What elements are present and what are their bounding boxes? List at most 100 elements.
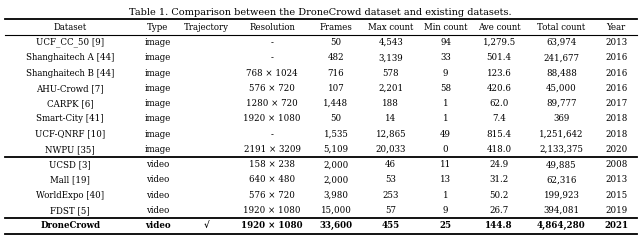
Text: 123.6: 123.6	[486, 68, 511, 77]
Text: image: image	[145, 53, 171, 62]
Text: 2191 × 3209: 2191 × 3209	[244, 145, 301, 154]
Text: 369: 369	[553, 114, 570, 123]
Text: 25: 25	[440, 221, 452, 230]
Text: 815.4: 815.4	[486, 130, 511, 139]
Text: 7.4: 7.4	[492, 114, 506, 123]
Text: 11: 11	[440, 160, 451, 169]
Text: 2013: 2013	[605, 38, 627, 47]
Text: Mall [19]: Mall [19]	[51, 176, 90, 185]
Text: 58: 58	[440, 84, 451, 93]
Text: 394,081: 394,081	[543, 206, 579, 215]
Text: 158 × 238: 158 × 238	[249, 160, 295, 169]
Text: 2016: 2016	[605, 53, 627, 62]
Text: -: -	[271, 130, 273, 139]
Text: Shanghaitech B [44]: Shanghaitech B [44]	[26, 68, 115, 77]
Text: 9: 9	[443, 206, 449, 215]
Text: 1920 × 1080: 1920 × 1080	[243, 114, 301, 123]
Text: 420.6: 420.6	[486, 84, 511, 93]
Text: video: video	[146, 206, 170, 215]
Text: Ave count: Ave count	[477, 23, 520, 32]
Text: UCF_CC_50 [9]: UCF_CC_50 [9]	[36, 38, 104, 47]
Text: 2018: 2018	[605, 114, 627, 123]
Text: video: video	[146, 160, 170, 169]
Text: 2,000: 2,000	[323, 160, 348, 169]
Text: 1280 × 720: 1280 × 720	[246, 99, 298, 108]
Text: 2013: 2013	[605, 176, 627, 185]
Text: 50: 50	[330, 114, 341, 123]
Text: 46: 46	[385, 160, 396, 169]
Text: 2021: 2021	[604, 221, 628, 230]
Text: image: image	[145, 68, 171, 77]
Text: 62,316: 62,316	[546, 176, 577, 185]
Text: image: image	[145, 84, 171, 93]
Text: 2015: 2015	[605, 191, 627, 200]
Text: 2,133,375: 2,133,375	[540, 145, 583, 154]
Text: FDST [5]: FDST [5]	[51, 206, 90, 215]
Text: 12,865: 12,865	[376, 130, 406, 139]
Text: 418.0: 418.0	[486, 145, 511, 154]
Text: CARPK [6]: CARPK [6]	[47, 99, 93, 108]
Text: image: image	[145, 38, 171, 47]
Text: 188: 188	[382, 99, 399, 108]
Text: 89,777: 89,777	[546, 99, 577, 108]
Text: Total count: Total count	[537, 23, 586, 32]
Text: image: image	[145, 130, 171, 139]
Text: UCSD [3]: UCSD [3]	[49, 160, 91, 169]
Text: -: -	[271, 53, 273, 62]
Text: 576 × 720: 576 × 720	[249, 84, 295, 93]
Text: 768 × 1024: 768 × 1024	[246, 68, 298, 77]
Text: 3,980: 3,980	[323, 191, 348, 200]
Text: 0: 0	[443, 145, 449, 154]
Text: 24.9: 24.9	[490, 160, 509, 169]
Text: 2008: 2008	[605, 160, 627, 169]
Text: UCF-QNRF [10]: UCF-QNRF [10]	[35, 130, 106, 139]
Text: image: image	[145, 145, 171, 154]
Text: image: image	[145, 99, 171, 108]
Text: 49,885: 49,885	[546, 160, 577, 169]
Text: √: √	[204, 221, 209, 230]
Text: 1: 1	[443, 99, 449, 108]
Text: 1,535: 1,535	[323, 130, 348, 139]
Text: 2,000: 2,000	[323, 176, 348, 185]
Text: image: image	[145, 114, 171, 123]
Text: 2018: 2018	[605, 130, 627, 139]
Text: 1,448: 1,448	[323, 99, 348, 108]
Text: 199,923: 199,923	[543, 191, 579, 200]
Text: 13: 13	[440, 176, 451, 185]
Text: 5,109: 5,109	[323, 145, 348, 154]
Text: 501.4: 501.4	[486, 53, 511, 62]
Text: 1: 1	[443, 191, 449, 200]
Text: 4,864,280: 4,864,280	[537, 221, 586, 230]
Text: 640 × 480: 640 × 480	[249, 176, 295, 185]
Text: Smart-City [41]: Smart-City [41]	[36, 114, 104, 123]
Text: 50: 50	[330, 38, 341, 47]
Text: AHU-Crowd [7]: AHU-Crowd [7]	[36, 84, 104, 93]
Text: 1920 × 1080: 1920 × 1080	[241, 221, 303, 230]
Text: DroneCrowd: DroneCrowd	[40, 221, 100, 230]
Text: 49: 49	[440, 130, 451, 139]
Text: 107: 107	[328, 84, 344, 93]
Text: video: video	[146, 176, 170, 185]
Text: 3,139: 3,139	[378, 53, 403, 62]
Text: 1,251,642: 1,251,642	[539, 130, 584, 139]
Text: 1920 × 1080: 1920 × 1080	[243, 206, 301, 215]
Text: 4,543: 4,543	[378, 38, 403, 47]
Text: 33,600: 33,600	[319, 221, 353, 230]
Text: 45,000: 45,000	[546, 84, 577, 93]
Text: 26.7: 26.7	[490, 206, 509, 215]
Text: NWPU [35]: NWPU [35]	[45, 145, 95, 154]
Text: 241,677: 241,677	[543, 53, 579, 62]
Text: Dataset: Dataset	[54, 23, 87, 32]
Text: 2016: 2016	[605, 84, 627, 93]
Text: 57: 57	[385, 206, 396, 215]
Text: 2016: 2016	[605, 68, 627, 77]
Text: 482: 482	[328, 53, 344, 62]
Text: 94: 94	[440, 38, 451, 47]
Text: 2020: 2020	[605, 145, 627, 154]
Text: 2,201: 2,201	[378, 84, 403, 93]
Text: 15,000: 15,000	[321, 206, 351, 215]
Text: 578: 578	[383, 68, 399, 77]
Text: 53: 53	[385, 176, 396, 185]
Text: 2019: 2019	[605, 206, 627, 215]
Text: 50.2: 50.2	[490, 191, 509, 200]
